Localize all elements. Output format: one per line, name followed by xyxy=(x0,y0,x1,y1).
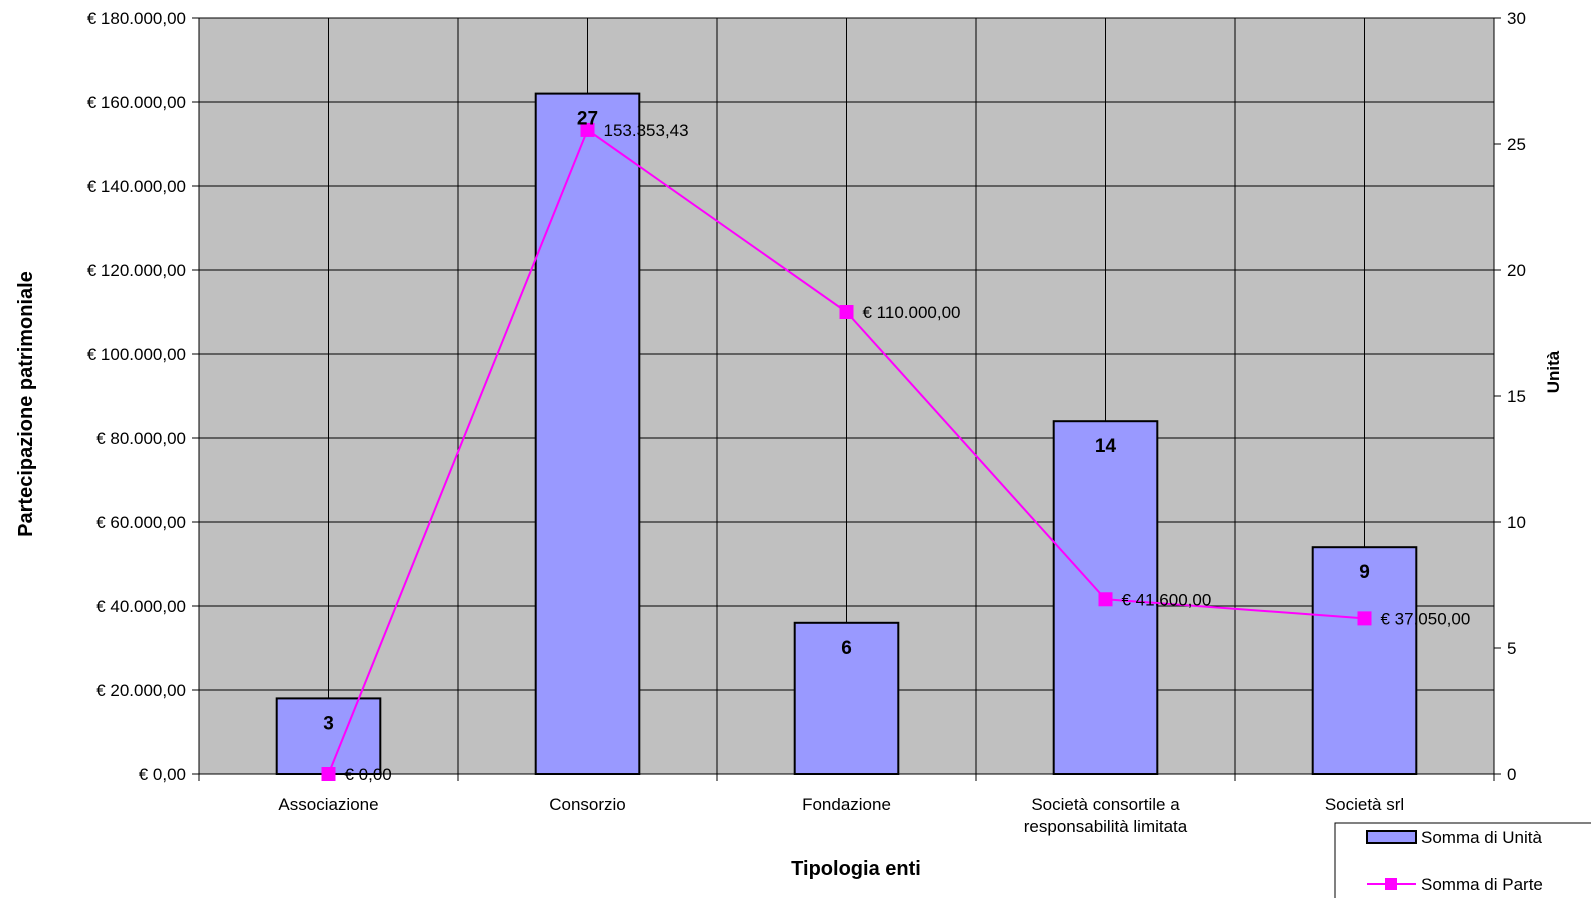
point-value-label: € 110.000,00 xyxy=(863,303,961,322)
point-value-label: € 37.050,00 xyxy=(1381,609,1471,628)
x-tick-label: Associazione xyxy=(278,795,378,814)
axes: € 0,00 € 20.000,00 € 40.000,00 € 60.000,00 €… xyxy=(87,9,1526,836)
x-tick-label: Società consortile a responsabilità limit… xyxy=(1024,795,1188,836)
y-tick-label: € 0,00 xyxy=(139,765,186,784)
y-tick-label: € 80.000,00 xyxy=(96,429,186,448)
y-tick-label: € 160.000,00 xyxy=(87,93,186,112)
y-axis-title: Partecipazione patrimoniale xyxy=(15,271,37,537)
bar xyxy=(534,92,641,776)
legend-line-label: Somma di Parte xyxy=(1421,875,1543,894)
y2-tick-label: 10 xyxy=(1507,513,1526,532)
point-value-label: € 0,00 xyxy=(345,765,392,784)
y-tick-label: € 60.000,00 xyxy=(96,513,186,532)
y2-axis-title: Unità xyxy=(1544,350,1563,393)
y2-tick-label: 30 xyxy=(1507,9,1526,28)
y-tick-label: € 20.000,00 xyxy=(96,681,186,700)
y-tick-label: € 180.000,00 xyxy=(87,9,186,28)
bar-value-label: 3 xyxy=(323,713,334,734)
x-tick-label: Consorzio xyxy=(549,795,626,814)
data-labels: 3 27 6 14 9 € 0,00 153.353,43 € 110.000,00 € 41.… xyxy=(323,109,1470,784)
bars xyxy=(275,92,1418,776)
line-point xyxy=(1357,611,1372,626)
bar xyxy=(1311,546,1418,776)
legend: Somma di Unità Somma di Parte xyxy=(1334,822,1591,898)
x-tick-label: Società srl xyxy=(1325,795,1404,814)
line-point xyxy=(1098,592,1113,607)
legend-bar-label: Somma di Unità xyxy=(1421,828,1542,847)
y2-tick-label: 5 xyxy=(1507,639,1516,658)
bar-value-label: 6 xyxy=(841,638,852,659)
y-tick-label: € 140.000,00 xyxy=(87,177,186,196)
y-tick-label: € 40.000,00 xyxy=(96,597,186,616)
y2-tick-label: 20 xyxy=(1507,261,1526,280)
line-point xyxy=(839,305,854,319)
bar xyxy=(275,697,382,776)
legend-bar-swatch xyxy=(1366,830,1417,844)
y-tick-label: € 100.000,00 xyxy=(87,345,186,364)
y-tick-label: € 120.000,00 xyxy=(87,261,186,280)
bar-value-label: 27 xyxy=(577,109,598,130)
bar-value-label: 9 xyxy=(1359,562,1370,583)
line-point xyxy=(321,767,336,781)
line-point xyxy=(580,122,595,137)
legend-line-marker xyxy=(1385,878,1397,890)
bar-value-label: 14 xyxy=(1095,436,1117,457)
line-series xyxy=(321,122,1372,781)
point-value-label: € 41.600,00 xyxy=(1122,590,1212,609)
y2-tick-label: 25 xyxy=(1507,135,1526,154)
bar xyxy=(793,621,900,775)
point-value-label: 153.353,43 xyxy=(604,121,689,140)
x-axis-title: Tipologia enti xyxy=(791,858,921,880)
y2-tick-label: 0 xyxy=(1507,765,1516,784)
x-tick-label: Fondazione xyxy=(802,795,891,814)
y2-tick-label: 15 xyxy=(1507,387,1526,406)
bar xyxy=(1052,420,1159,775)
